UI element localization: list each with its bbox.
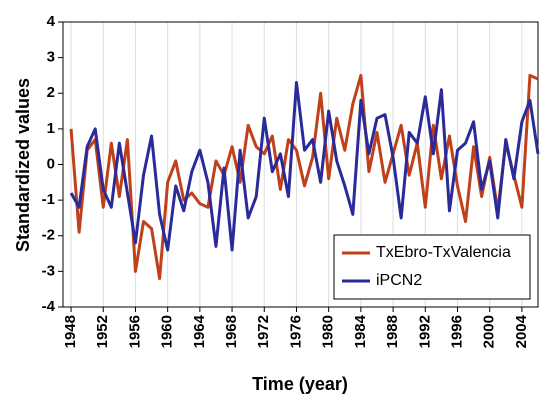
series-line [69,81,540,252]
y-tick-label: 0 [47,155,55,172]
x-tick-label: 2004 [513,314,530,348]
x-tick-label: 1960 [159,315,176,348]
y-tick-label: 1 [47,120,55,137]
x-tick-label: 1980 [320,315,337,348]
plot-frame [62,21,539,308]
x-tick-label: 1996 [448,315,465,348]
y-tick-label: 2 [47,84,55,101]
x-axis-label: Time (year) [252,374,348,394]
x-tick-label: 1964 [191,314,208,348]
x-tick-label: 1956 [126,315,143,348]
x-tick-label: 1992 [416,315,433,348]
x-tick-label: 1984 [352,314,369,348]
legend-box [333,234,531,300]
y-axis-label: Standardized values [13,78,33,252]
series-line [69,73,539,280]
y-tick-label: -3 [42,262,55,279]
y-tick-label: 4 [47,13,56,30]
x-tick-label: 1972 [255,315,272,348]
legend-label: TxEbro-TxValencia [376,244,511,261]
y-tick-label: 3 [47,49,55,66]
x-tick-label: 1968 [223,315,240,348]
y-tick-label: -1 [42,191,55,208]
x-tick-label: 1988 [384,315,401,348]
y-tick-label: -4 [42,298,56,315]
y-tick-label: -2 [42,227,55,244]
x-tick-label: 1948 [62,315,79,348]
x-tick-label: 1952 [94,315,111,348]
x-tick-label: 2000 [481,315,498,348]
legend-label: iPCN2 [376,272,422,289]
x-tick-label: 1976 [287,315,304,348]
